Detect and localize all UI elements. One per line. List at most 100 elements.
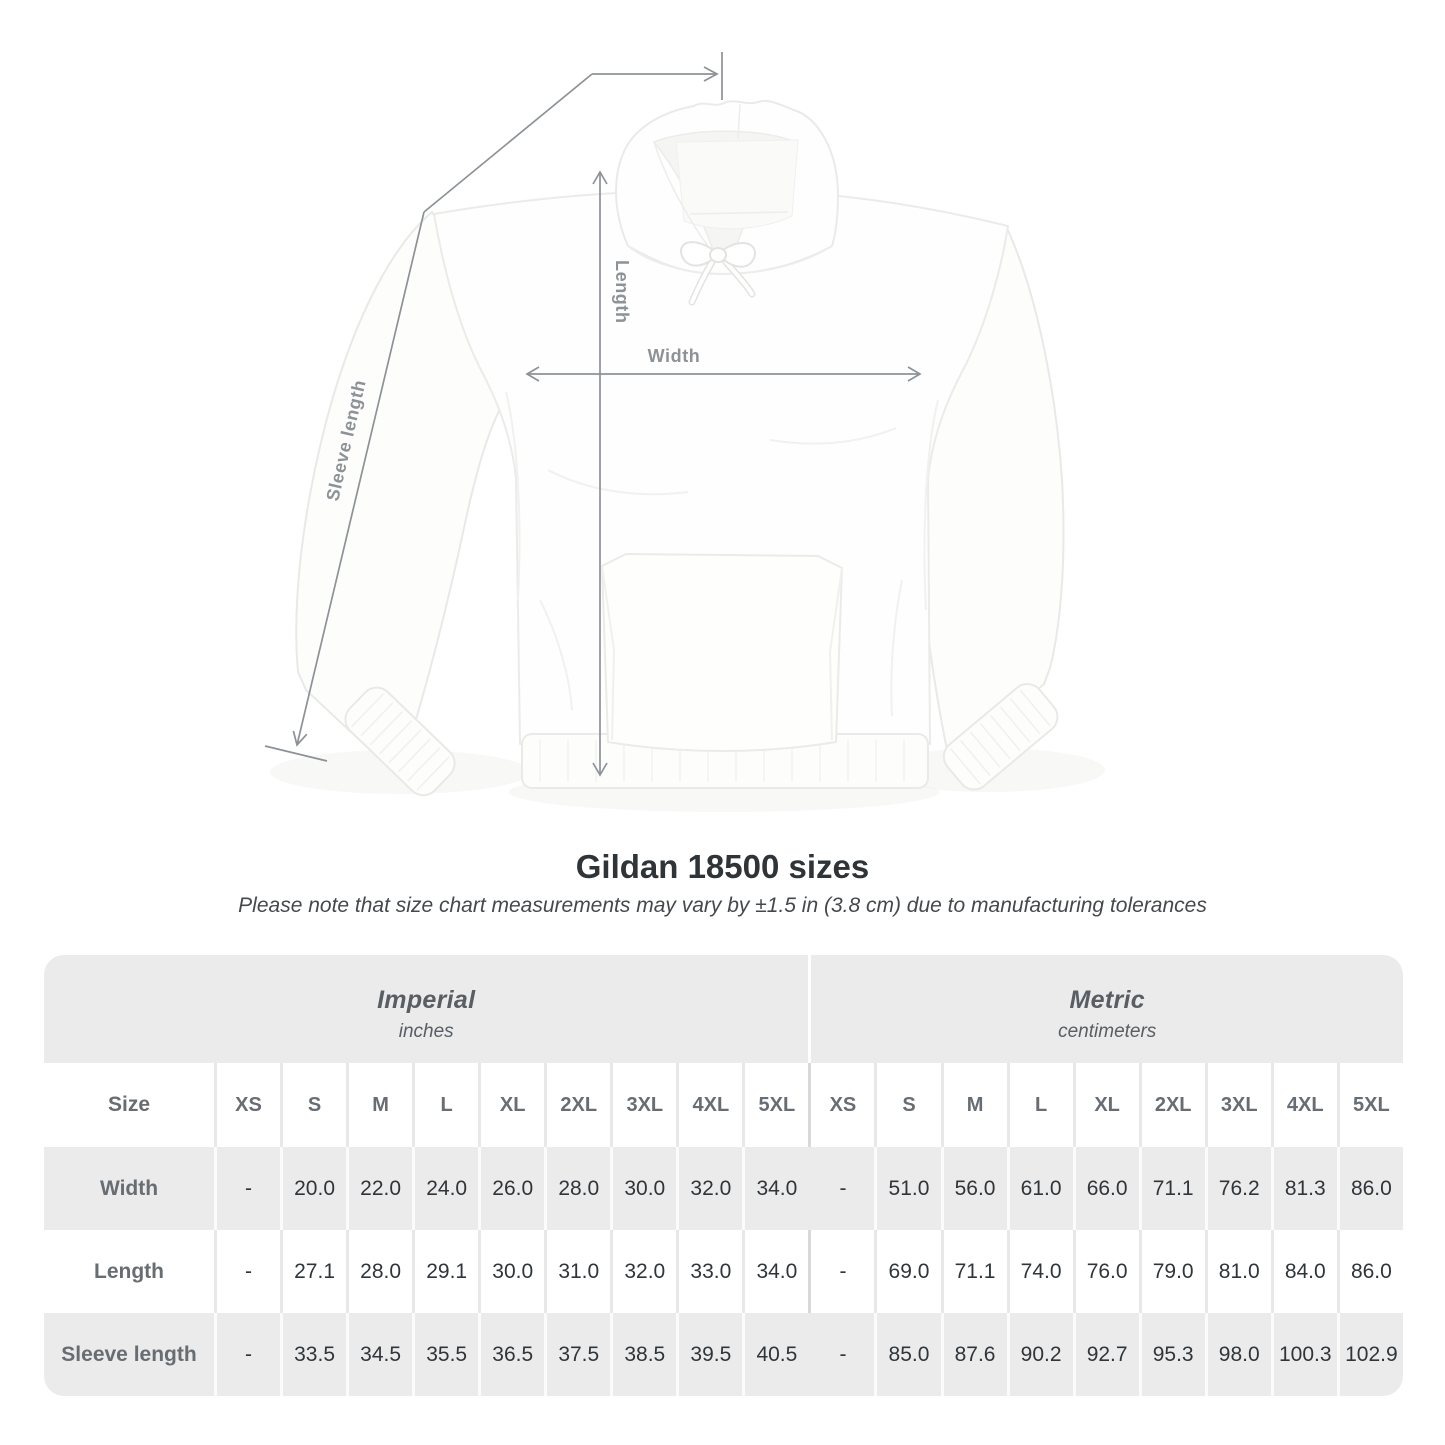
value-cell: 27.1 — [280, 1230, 347, 1313]
value-cell: 66.0 — [1072, 1147, 1139, 1230]
value-cell: 28.0 — [544, 1147, 611, 1230]
section-header-metric: Metric centimeters — [808, 955, 1403, 1063]
size-header-metric-2xl: 2XL — [1138, 1063, 1205, 1147]
size-header-imperial-s: S — [280, 1063, 347, 1147]
value-cell: 34.0 — [742, 1230, 809, 1313]
width-arrow — [525, 366, 922, 382]
size-table: Imperial inches Metric centimeters Size XS S M L… — [44, 955, 1403, 1396]
size-header-imperial-5xl: 5XL — [742, 1063, 809, 1147]
size-header-metric-xs: XS — [808, 1063, 875, 1147]
value-cell: 51.0 — [874, 1147, 941, 1230]
value-cell: - — [214, 1313, 281, 1396]
size-header-metric-l: L — [1006, 1063, 1073, 1147]
value-cell: 95.3 — [1138, 1313, 1205, 1396]
kangaroo-pocket — [601, 553, 843, 752]
value-cell: 76.2 — [1204, 1147, 1271, 1230]
size-header-metric-xl: XL — [1072, 1063, 1139, 1147]
value-cell: 85.0 — [874, 1313, 941, 1396]
value-cell: 35.5 — [412, 1313, 479, 1396]
value-cell: 86.0 — [1336, 1147, 1403, 1230]
value-cell: 90.2 — [1006, 1313, 1073, 1396]
value-cell: - — [214, 1230, 281, 1313]
value-cell: - — [808, 1147, 875, 1230]
value-cell: 71.1 — [1138, 1147, 1205, 1230]
value-cell: 30.0 — [478, 1230, 545, 1313]
value-cell: 29.1 — [412, 1230, 479, 1313]
length-measure-label: Length — [612, 260, 632, 324]
value-cell: 30.0 — [610, 1147, 677, 1230]
length-arrow — [592, 170, 608, 777]
size-header-metric-5xl: 5XL — [1336, 1063, 1403, 1147]
value-cell: 76.0 — [1072, 1230, 1139, 1313]
value-cell: 102.9 — [1336, 1313, 1403, 1396]
value-cell: 36.5 — [478, 1313, 545, 1396]
value-cell: 34.0 — [742, 1147, 809, 1230]
value-cell: 33.5 — [280, 1313, 347, 1396]
row-label: Length — [44, 1230, 214, 1313]
value-cell: - — [808, 1313, 875, 1396]
value-cell: - — [214, 1147, 281, 1230]
section-units: centimeters — [1058, 1020, 1157, 1042]
size-header-imperial-xs: XS — [214, 1063, 281, 1147]
size-header-metric-s: S — [874, 1063, 941, 1147]
size-column-header: Size — [44, 1063, 214, 1147]
value-cell: 84.0 — [1270, 1230, 1337, 1313]
value-cell: 74.0 — [1006, 1230, 1073, 1313]
size-header-metric-3xl: 3XL — [1204, 1063, 1271, 1147]
value-cell: 86.0 — [1336, 1230, 1403, 1313]
value-cell: 32.0 — [610, 1230, 677, 1313]
sleeve-length-arrow — [264, 52, 723, 762]
left-cuff — [344, 686, 456, 797]
value-cell: 98.0 — [1204, 1313, 1271, 1396]
value-cell: 32.0 — [676, 1147, 743, 1230]
value-cell: 20.0 — [280, 1147, 347, 1230]
value-cell: 71.1 — [940, 1230, 1007, 1313]
size-header-imperial-xl: XL — [478, 1063, 545, 1147]
value-cell: 81.3 — [1270, 1147, 1337, 1230]
table-row: Length -27.1 28.0 29.1 30.0 31.0 32.0 33.0 34.0-… — [44, 1230, 1403, 1313]
table-row: Width -20.0 22.0 24.0 26.0 28.0 30.0 32.0 34.0-5… — [44, 1147, 1403, 1230]
size-header-metric-m: M — [940, 1063, 1007, 1147]
value-cell: 87.6 — [940, 1313, 1007, 1396]
tolerance-note: Please note that size chart measurements… — [238, 894, 1207, 917]
value-cell: 40.5 — [742, 1313, 809, 1396]
hood — [615, 100, 839, 275]
size-table-container: Imperial inches Metric centimeters Size XS S M L… — [44, 955, 1403, 1396]
width-measure-label: Width — [648, 346, 701, 366]
value-cell: 22.0 — [346, 1147, 413, 1230]
row-label: Sleeve length — [44, 1313, 214, 1396]
value-cell: 24.0 — [412, 1147, 479, 1230]
section-title: Metric — [1069, 985, 1145, 1014]
size-header-imperial-3xl: 3XL — [610, 1063, 677, 1147]
value-cell: 31.0 — [544, 1230, 611, 1313]
right-cuff — [942, 683, 1059, 791]
value-cell: 33.0 — [676, 1230, 743, 1313]
size-header-imperial-2xl: 2XL — [544, 1063, 611, 1147]
size-header-metric-4xl: 4XL — [1270, 1063, 1337, 1147]
value-cell: 34.5 — [346, 1313, 413, 1396]
value-cell: 81.0 — [1204, 1230, 1271, 1313]
size-header-imperial-l: L — [412, 1063, 479, 1147]
drawstring-bow — [680, 241, 756, 306]
row-label: Width — [44, 1147, 214, 1230]
value-cell: 69.0 — [874, 1230, 941, 1313]
hoodie-measurement-diagram: Width Length Sleeve length — [264, 52, 1065, 797]
value-cell: - — [808, 1230, 875, 1313]
value-cell: 56.0 — [940, 1147, 1007, 1230]
page-title: Gildan 18500 sizes — [575, 848, 870, 885]
value-cell: 38.5 — [610, 1313, 677, 1396]
value-cell: 37.5 — [544, 1313, 611, 1396]
value-cell: 79.0 — [1138, 1230, 1205, 1313]
size-header-imperial-m: M — [346, 1063, 413, 1147]
size-header-imperial-4xl: 4XL — [676, 1063, 743, 1147]
value-cell: 92.7 — [1072, 1313, 1139, 1396]
table-row: Sleeve length -33.5 34.5 35.5 36.5 37.5 38.5 39… — [44, 1313, 1403, 1396]
section-title: Imperial — [377, 985, 476, 1014]
value-cell: 39.5 — [676, 1313, 743, 1396]
value-cell: 100.3 — [1270, 1313, 1337, 1396]
section-units: inches — [398, 1020, 454, 1042]
value-cell: 26.0 — [478, 1147, 545, 1230]
value-cell: 61.0 — [1006, 1147, 1073, 1230]
section-header-imperial: Imperial inches — [44, 955, 809, 1063]
